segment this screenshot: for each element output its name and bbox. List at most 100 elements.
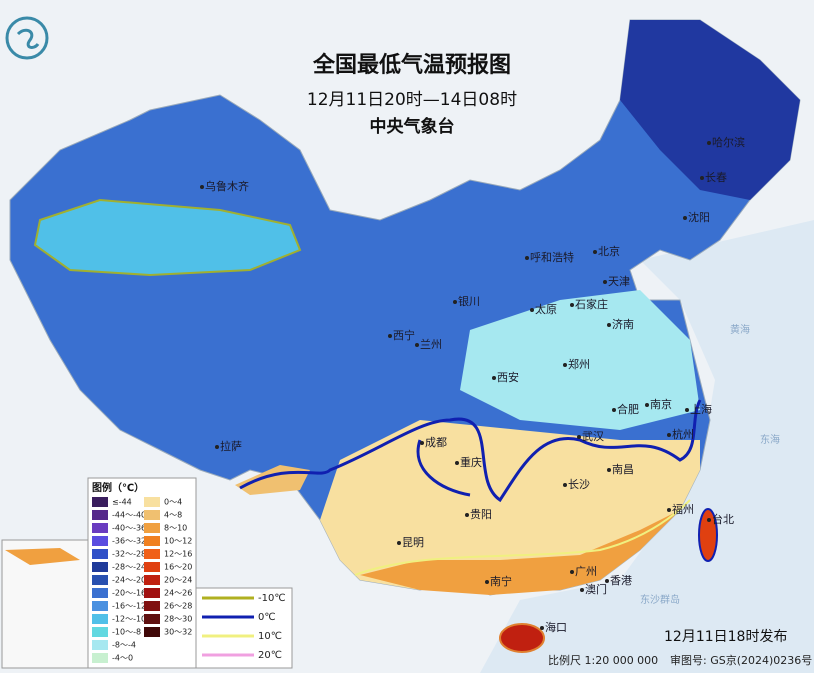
city-dot	[563, 483, 567, 487]
legend-swatch	[144, 601, 160, 611]
legend-label: 26～28	[164, 602, 192, 611]
south-coast	[360, 510, 680, 595]
contour-label: 10℃	[258, 631, 282, 642]
legend-label: 8～10	[164, 524, 187, 533]
city-label: 拉萨	[220, 439, 242, 453]
city-dot	[577, 435, 581, 439]
city-dot	[645, 403, 649, 407]
logo-mark	[16, 28, 40, 49]
city-label: 西宁	[393, 328, 415, 342]
legend-label: -32～-28	[112, 550, 146, 559]
legend-swatch	[144, 562, 160, 572]
zero-contour	[239, 399, 702, 503]
legend-label: -16～-12	[112, 602, 146, 611]
tarim-basin	[33, 198, 302, 277]
legend-label: 28～30	[164, 615, 192, 624]
legend-swatch	[144, 549, 160, 559]
legend-swatch	[144, 575, 160, 585]
city-label: 天津	[608, 275, 630, 288]
city-label: 乌鲁木齐	[205, 179, 249, 193]
legend-swatch	[92, 510, 108, 520]
taiwan	[698, 508, 718, 562]
hainan	[499, 623, 545, 653]
sea-label: 东海	[760, 433, 780, 446]
legend-swatch	[144, 627, 160, 637]
city-dot	[453, 300, 457, 304]
city-dot	[570, 303, 574, 307]
city-label: 长春	[705, 171, 727, 184]
city-label: 兰州	[420, 338, 442, 351]
legend-swatch	[92, 653, 108, 663]
city-dot	[707, 518, 711, 522]
legend-label: 24～26	[164, 589, 192, 598]
city-dot	[607, 468, 611, 472]
legend-label: -8～-4	[112, 641, 136, 650]
legend-swatch	[92, 588, 108, 598]
city-label: 昆明	[402, 536, 424, 549]
city-label: 南宁	[490, 574, 512, 588]
contour-label: -10℃	[258, 593, 286, 604]
city-label: 重庆	[460, 455, 482, 469]
legend-label: -44～-40	[112, 511, 146, 520]
city-label: 济南	[612, 317, 634, 331]
contour-label: 20℃	[258, 650, 282, 661]
legend-label: ≤-44	[112, 498, 132, 507]
legend-label: -20～-16	[112, 589, 146, 598]
legend-swatch	[92, 549, 108, 559]
legend-label: 12～16	[164, 550, 192, 559]
city-dot	[465, 513, 469, 517]
legend-swatch	[144, 510, 160, 520]
city-dot	[605, 579, 609, 583]
sea-label: 东沙群岛	[640, 593, 680, 606]
city-dot	[397, 541, 401, 545]
city-label: 南昌	[612, 463, 634, 476]
city-label: 太原	[535, 303, 557, 316]
city-dot	[667, 433, 671, 437]
city-label: 南京	[650, 397, 672, 411]
city-label: 沈阳	[688, 210, 710, 224]
legend-swatch	[92, 523, 108, 533]
city-label: 西安	[497, 370, 519, 384]
contour-label: 0℃	[258, 612, 276, 623]
legend-swatch	[92, 614, 108, 624]
city-label: 杭州	[672, 427, 694, 441]
legend-swatch	[92, 497, 108, 507]
legend-swatch	[92, 562, 108, 572]
legend-swatch	[92, 627, 108, 637]
city-label: 银川	[458, 294, 480, 308]
city-label: 北京	[598, 244, 620, 258]
city-label: 福州	[672, 502, 694, 516]
city-label: 贵阳	[470, 508, 492, 521]
city-label: 海口	[545, 620, 567, 634]
legend-label: -36～-32	[112, 537, 146, 546]
ten-contour	[354, 499, 691, 576]
legend-label: -28～-24	[112, 563, 146, 572]
city-label: 呼和浩特	[530, 250, 574, 264]
legend-swatch	[92, 575, 108, 585]
city-dot	[570, 570, 574, 574]
legend-label: -40～-36	[112, 524, 146, 533]
city-dot	[455, 461, 459, 465]
city-dot	[485, 580, 489, 584]
city-label: 上海	[690, 402, 712, 416]
city-label: 合肥	[617, 402, 639, 416]
sea	[480, 220, 814, 673]
city-label: 哈尔滨	[712, 135, 745, 149]
legend-label: -4～0	[112, 654, 133, 663]
legend-title: 图例（℃）	[92, 481, 144, 494]
city-label: 澳门	[585, 582, 607, 596]
city-dot	[593, 250, 597, 254]
city-dot	[200, 185, 204, 189]
city-dot	[415, 343, 419, 347]
legend-swatch	[92, 640, 108, 650]
legend-swatch	[92, 536, 108, 546]
city-dot	[420, 441, 424, 445]
city-label: 石家庄	[575, 297, 608, 311]
legend-swatch	[144, 614, 160, 624]
legend-swatch	[144, 588, 160, 598]
city-dot	[685, 408, 689, 412]
city-dot	[607, 323, 611, 327]
city-dot	[683, 216, 687, 220]
city-dot	[530, 308, 534, 312]
